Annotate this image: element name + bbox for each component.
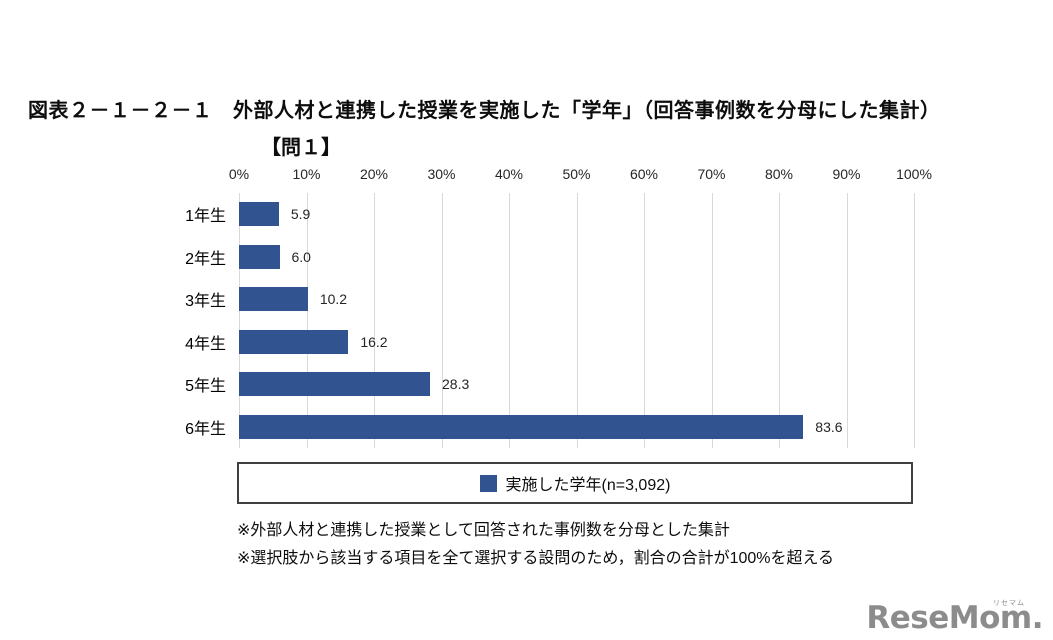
value-label: 6.0 (291, 248, 311, 265)
gridline (441, 193, 443, 448)
category-label: 1年生 (185, 208, 226, 226)
x-tick-label: 0% (228, 166, 250, 182)
x-tick-label: 100% (896, 166, 932, 182)
value-label: 28.3 (442, 376, 470, 393)
gridline (846, 193, 848, 448)
chart-title: 図表２－１－２－１ 外部人材と連携した授業を実施した「学年」（回答事例数を分母に… (28, 100, 941, 122)
legend: 実施した学年(n=3,092) (237, 462, 913, 504)
x-tick-label: 90% (832, 166, 861, 182)
gridline (239, 193, 240, 448)
x-tick-label: 50% (562, 166, 591, 182)
gridline (306, 193, 308, 448)
category-label: 3年生 (185, 293, 226, 311)
legend-label: 実施した学年(n=3,092) (505, 477, 671, 494)
category-label: 4年生 (185, 335, 226, 353)
gridline (914, 193, 915, 448)
logo-kana: リセマム (993, 599, 1025, 607)
x-tick-label: 70% (697, 166, 726, 182)
logo-text: ReseMom (866, 600, 1032, 636)
x-tick-label: 40% (494, 166, 524, 182)
category-label: 6年生 (185, 420, 226, 438)
footnote-2: ※選択肢から該当する項目を全て選択する設問のため，割合の合計が100%を超える (237, 550, 835, 567)
bar-6年生 (239, 414, 804, 439)
bar-1年生 (239, 202, 279, 227)
x-tick-label: 20% (359, 166, 389, 182)
gridline (779, 193, 780, 448)
value-label: 16.2 (360, 333, 388, 350)
x-tick-label: 80% (764, 166, 794, 182)
gridline (374, 193, 375, 448)
gridline (711, 193, 713, 448)
value-label: 83.6 (815, 418, 843, 435)
gridline (644, 193, 645, 448)
bar-4年生 (239, 329, 349, 354)
x-tick-label: 60% (629, 166, 659, 182)
resemom-logo: リセマム ReseMom. (866, 599, 1044, 636)
plot-area: 0% 10% 20% 30% 40% 50% 60% 70% 80% 90% 100% 1年生 5.9 2… (185, 166, 932, 448)
footnote-1: ※外部人材と連携した授業として回答された事例数を分母とした集計 (237, 522, 730, 539)
bar-5年生 (239, 372, 431, 397)
question-label: 【問１】 (261, 137, 341, 159)
legend-swatch-icon (479, 474, 497, 492)
bar-3年生 (239, 287, 308, 312)
value-label: 5.9 (290, 206, 311, 223)
x-tick-label: 30% (427, 166, 456, 182)
category-label: 5年生 (185, 378, 226, 396)
value-label: 10.2 (319, 291, 348, 308)
gridline (509, 193, 510, 448)
category-label: 2年生 (185, 250, 226, 268)
bar-2年生 (239, 244, 280, 269)
x-tick-label: 10% (292, 166, 321, 182)
logo-suffix: . (1031, 600, 1044, 636)
gridline (576, 193, 578, 448)
